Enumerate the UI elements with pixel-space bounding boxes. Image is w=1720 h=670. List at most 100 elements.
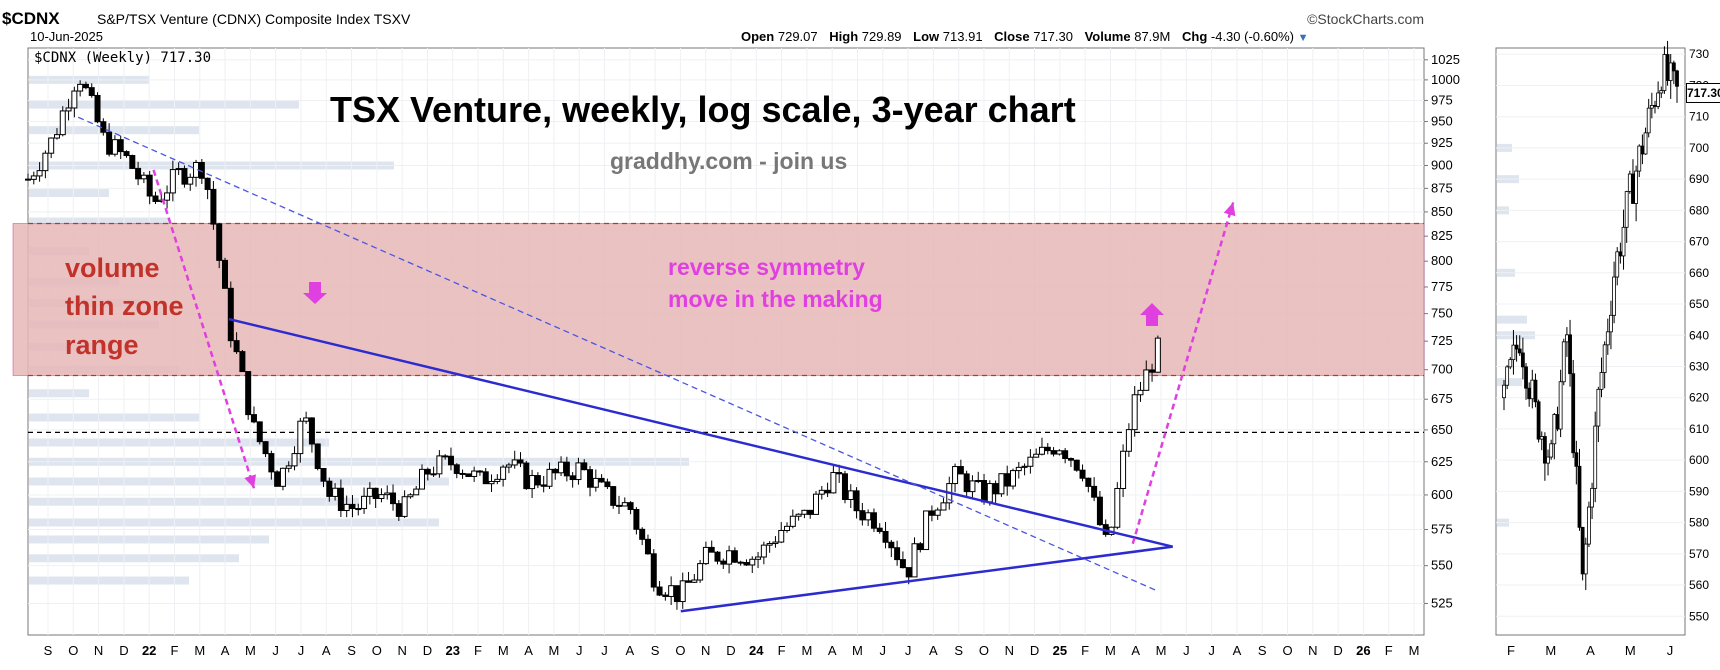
y-tick-label: 950 <box>1431 114 1453 129</box>
candle-body <box>1149 369 1156 373</box>
candle-body <box>1520 352 1525 368</box>
candle-body <box>639 528 646 540</box>
candle-body <box>963 473 970 493</box>
candle-body <box>1587 506 1591 545</box>
candle-body <box>390 492 397 505</box>
candle-body <box>1621 226 1626 257</box>
candle-body <box>899 559 906 569</box>
x-tick-label: F <box>1081 643 1089 658</box>
candle-body <box>1643 132 1648 155</box>
credit-link[interactable]: ©StockCharts.com <box>1307 11 1424 27</box>
symbol: $CDNX <box>2 9 60 28</box>
y-tick-label: 670 <box>1689 235 1709 249</box>
candle-body <box>250 414 257 423</box>
candle-body <box>668 585 675 597</box>
x-tick-label: M <box>1105 643 1116 658</box>
candle-body <box>48 137 55 154</box>
candle-body <box>731 550 738 563</box>
candle-body <box>969 480 976 493</box>
candle-body <box>952 466 959 485</box>
candle-body <box>1530 379 1535 400</box>
candle-body <box>123 151 130 157</box>
candle-body <box>760 544 767 558</box>
candle-body <box>1565 334 1569 343</box>
projection-arrow-head <box>1223 202 1236 217</box>
y-tick-label: 900 <box>1431 157 1453 172</box>
candle-body <box>245 371 252 416</box>
y-tick-label: 550 <box>1689 609 1709 623</box>
chart-header: $CDNX S&P/TSX Venture (CDNX) Composite I… <box>0 0 1720 44</box>
zone-label-line-1: volume <box>65 253 160 283</box>
x-tick-label: F <box>778 643 786 658</box>
volume-value: 87.9M <box>1134 29 1171 44</box>
candle-body <box>691 579 698 583</box>
y-tick-label: 800 <box>1431 253 1453 268</box>
y-tick-label: 725 <box>1431 333 1453 348</box>
zone-label-line-2: thin zone <box>65 291 184 321</box>
candle-body <box>1656 92 1661 107</box>
candle-body <box>905 567 912 578</box>
candle-body <box>407 494 414 498</box>
candle-body <box>870 512 877 529</box>
x-tick-label: A <box>1131 643 1140 658</box>
y-tick-label: 730 <box>1689 47 1709 61</box>
candle-body <box>894 547 901 561</box>
candle-body <box>865 512 872 521</box>
candle-body <box>181 168 188 185</box>
y-tick-label: 680 <box>1689 203 1709 217</box>
candle-body <box>500 466 507 480</box>
x-tick-label: A <box>322 643 331 658</box>
x-tick-label: O <box>979 643 989 658</box>
x-tick-label: N <box>1005 643 1014 658</box>
candle-body <box>1615 251 1620 278</box>
candle-body <box>30 175 37 180</box>
x-tick-label: D <box>1333 643 1342 658</box>
close-label: Close <box>994 29 1030 44</box>
candle-body <box>621 502 628 507</box>
x-tick-label: M <box>194 643 205 658</box>
candle-body <box>77 83 84 92</box>
y-tick-label: 975 <box>1431 92 1453 107</box>
candle-body <box>992 483 999 495</box>
chg-down-icon[interactable]: ▼ <box>1297 32 1309 44</box>
candle-body <box>778 529 785 543</box>
x-tick-label: A <box>1233 643 1242 658</box>
candle-body <box>1552 414 1557 445</box>
x-tick-label: 23 <box>446 643 460 658</box>
candle-body <box>847 490 854 500</box>
x-tick-label: 26 <box>1356 643 1370 658</box>
candle-body <box>1096 496 1103 526</box>
candle-body <box>934 509 941 516</box>
candle-body <box>1114 487 1121 528</box>
candle-body <box>697 563 704 581</box>
y-tick-label: 640 <box>1689 328 1709 342</box>
decline-arrow-shaft <box>152 169 256 489</box>
candle-body <box>662 594 669 597</box>
candle-body <box>146 174 153 197</box>
y-tick-label: 610 <box>1689 422 1709 436</box>
candle-body <box>876 527 883 532</box>
candle-body <box>772 541 779 545</box>
high-value: 729.89 <box>861 29 902 44</box>
last-price-tag: 717.30 <box>1686 83 1720 103</box>
candle-body <box>1085 477 1092 487</box>
y-tick-label: 600 <box>1689 453 1709 467</box>
open-label: Open <box>741 29 775 44</box>
x-tick-label: F <box>1507 643 1515 658</box>
inset-candles <box>1502 40 1679 591</box>
candle-body <box>1517 348 1522 354</box>
x-tick-label: M <box>245 643 256 658</box>
candle-body <box>1602 344 1607 373</box>
candle-body <box>332 487 339 497</box>
candle-body <box>430 473 437 476</box>
candle-body <box>888 541 895 549</box>
candle-body <box>349 503 356 510</box>
candle-body <box>1631 173 1635 204</box>
candle-body <box>1583 543 1588 575</box>
candle-body <box>453 464 460 474</box>
candle-body <box>65 107 72 112</box>
candle-body <box>424 468 431 475</box>
candle-body <box>552 468 559 474</box>
candle-body <box>627 502 634 511</box>
